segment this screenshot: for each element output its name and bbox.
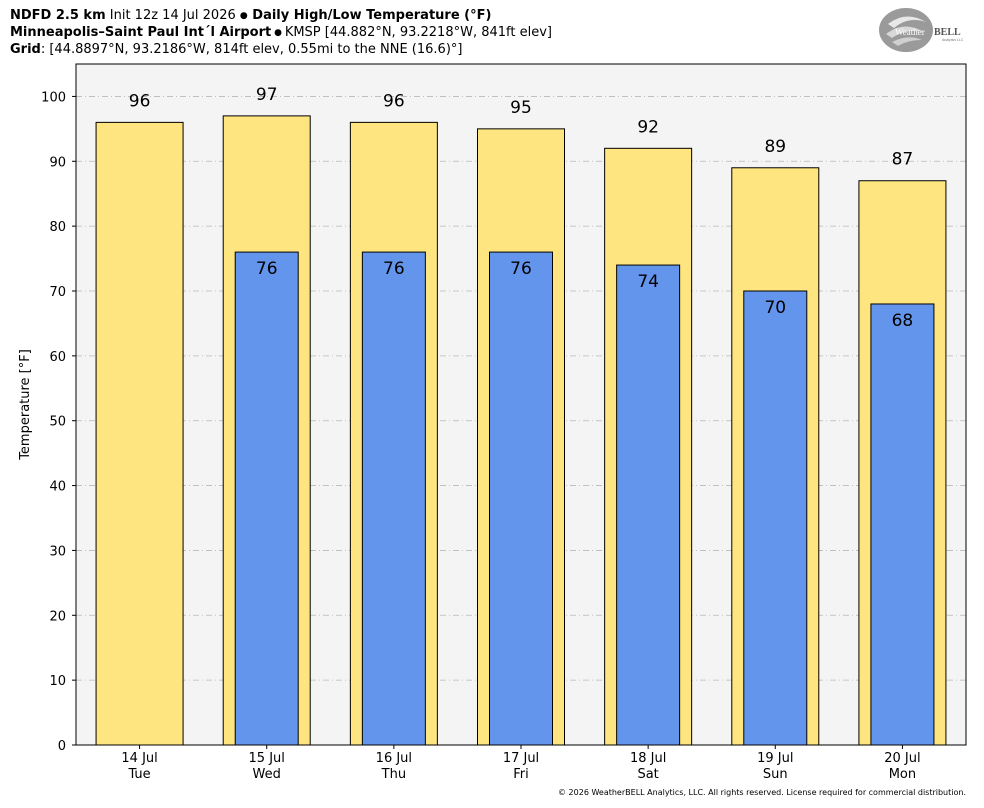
low-temp-label: 76 [383,259,405,279]
y-axis-label: Temperature [°F] [18,349,33,461]
title-line-model: NDFD 2.5 km Init 12z 14 Jul 2026 ● Daily… [10,7,491,25]
low-temp-label: 76 [510,259,532,279]
bullet-icon: ● [271,28,285,38]
high-temp-label: 95 [510,98,532,118]
station-name: Minneapolis–Saint Paul Int´l Airport [10,25,272,40]
y-tick-label: 70 [49,285,66,300]
y-tick-label: 20 [49,609,66,624]
bullet-icon: ● [239,11,248,21]
weatherbell-logo: Weather BELL Analytics LLC [878,6,968,56]
high-temp-label: 96 [383,91,405,111]
station-coords: KMSP [44.882°N, 93.2218°W, 841ft elev] [284,25,552,40]
x-tick-label-date: 14 Jul [121,751,157,766]
low-temp-bar [870,303,935,746]
y-tick-label: 60 [49,350,66,365]
low-temp-label: 76 [256,259,278,279]
high-temp-label: 87 [892,150,914,170]
x-tick-label-day: Thu [381,767,406,782]
init-time: Init 12z 14 Jul 2026 [105,8,240,23]
x-tick-label-day: Tue [127,767,150,782]
logo-text-a: Weather [895,27,925,37]
y-tick-label: 40 [49,480,66,495]
low-temp-bar [361,251,426,746]
low-temp-label: 68 [892,311,914,331]
y-tick-label: 10 [49,674,66,689]
product-name: Daily High/Low Temperature (°F) [247,8,492,23]
logo-sub: Analytics LLC [942,38,964,42]
x-tick-label-day: Wed [253,767,281,782]
y-tick-label: 100 [41,90,66,105]
copyright-notice: © 2026 WeatherBELL Analytics, LLC. All r… [558,788,966,797]
high-temp-label: 89 [764,137,786,157]
x-tick-label-date: 19 Jul [757,751,793,766]
plot-frame [75,63,967,746]
x-tick-label-day: Mon [889,767,916,782]
logo-text-b: BELL [934,27,961,38]
x-tick-label-date: 18 Jul [630,751,666,766]
x-tick-label-day: Sun [763,767,788,782]
low-temp-label: 70 [764,298,786,318]
x-tick-label-date: 17 Jul [503,751,539,766]
y-tick-label: 90 [49,155,66,170]
title-line-station: Minneapolis–Saint Paul Int´l Airport ● K… [10,24,552,42]
y-tick-label: 80 [49,220,66,235]
low-temp-bar [616,264,681,746]
low-temp-bar [743,290,808,746]
x-tick-label-date: 16 Jul [376,751,412,766]
low-temp-bar [489,251,553,746]
grid-coords: : [44.8897°N, 93.2186°W, 814ft elev, 0.5… [40,42,463,57]
high-temp-label: 97 [256,85,278,105]
title-line-grid: Grid: [44.8897°N, 93.2186°W, 814ft elev,… [10,41,462,58]
y-tick-label: 0 [58,739,66,754]
high-temp-label: 96 [129,91,151,111]
y-tick-label: 50 [49,415,66,430]
x-tick-label-date: 15 Jul [249,751,285,766]
high-temp-bar [95,121,184,746]
grid-label: Grid [10,42,41,57]
x-tick-label-date: 20 Jul [884,751,920,766]
low-temp-label: 74 [637,272,659,292]
high-temp-label: 92 [637,117,659,137]
model-name: NDFD 2.5 km [10,8,106,23]
low-temp-bar [234,251,299,746]
x-tick-label-day: Fri [513,767,529,782]
x-tick-label-day: Sat [637,767,658,782]
y-tick-label: 30 [49,544,66,559]
